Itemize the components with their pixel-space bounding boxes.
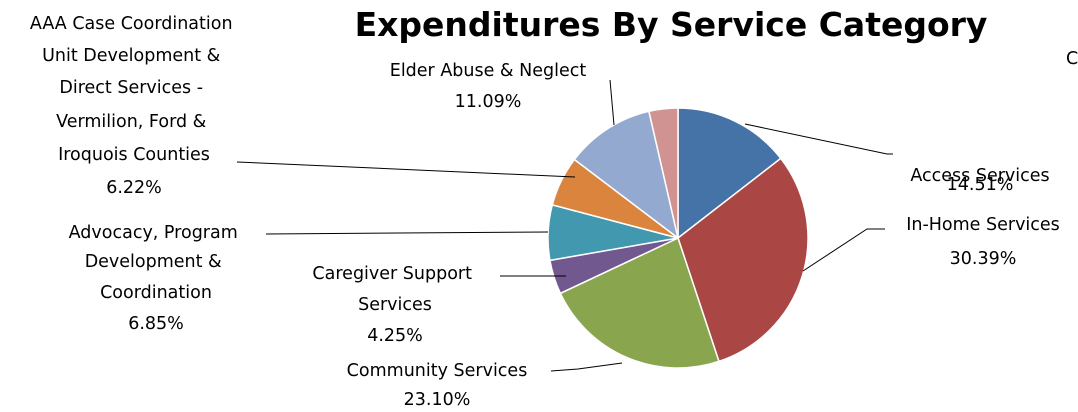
label-aaa-case-coordination: AAA Case Coordination Unit Development &…	[30, 14, 238, 165]
slice-access-services	[677, 107, 782, 240]
slice-labels: Access Services 14.51% In-Home Services …	[30, 14, 1060, 410]
pie-slices	[547, 107, 809, 369]
leader-in-home-services	[802, 228, 885, 272]
leader-lines	[236, 79, 893, 372]
slice-in-home-services	[677, 157, 809, 363]
slice-community-services	[559, 236, 720, 369]
clipped-label-fragment: C	[1066, 49, 1078, 69]
label-access-services: Access Services	[910, 166, 1049, 186]
label-advocacy: Advocacy, Program Development & Coordina…	[69, 223, 244, 303]
leader-aaa-case-coordination	[236, 161, 576, 178]
chart-title: Expenditures By Service Category	[355, 5, 988, 44]
slice-elder-abuse-neglect	[573, 110, 680, 240]
label-in-home-services: In-Home Services	[906, 215, 1060, 235]
slice-unlabeled	[648, 107, 679, 239]
value-aaa-case-coordination: 6.22%	[106, 178, 162, 198]
value-caregiver-support: 4.25%	[367, 326, 423, 346]
value-elder-abuse: 11.09%	[455, 92, 522, 112]
value-access-services: 14.51%	[947, 175, 1014, 195]
label-elder-abuse: Elder Abuse & Neglect	[390, 61, 587, 81]
label-community-services: Community Services	[347, 361, 528, 381]
value-advocacy: 6.85%	[128, 314, 184, 334]
label-caregiver-support: Caregiver Support Services	[312, 264, 477, 315]
leader-advocacy	[265, 231, 549, 235]
leader-community-services	[550, 362, 623, 372]
value-in-home-services: 30.39%	[950, 249, 1017, 269]
value-community-services: 23.10%	[404, 390, 471, 410]
leader-elder-abuse	[609, 79, 615, 126]
leader-access-services	[744, 123, 893, 155]
